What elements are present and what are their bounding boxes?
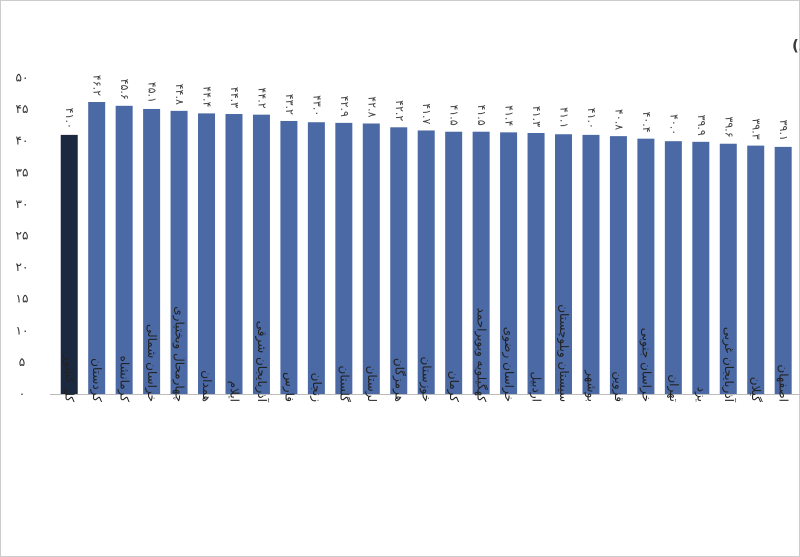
x-tick-label: گیلان — [749, 377, 763, 403]
y-tick-label: ۵ — [19, 355, 25, 369]
x-tick-label: کل کشور — [62, 354, 77, 402]
y-tick-label: ۳۵ — [16, 165, 29, 179]
bar — [362, 123, 380, 394]
value-label: ۳۹.۶ — [722, 116, 735, 137]
x-tick-label: یزد — [693, 387, 708, 402]
value-label: ۴۳.۰ — [310, 95, 323, 116]
value-label: ۴۱.۴ — [503, 105, 516, 126]
value-label: ۴۲.۸ — [365, 96, 378, 117]
chart-title: خ تورم دوازده ماهه خانوارهای کل کشور به … — [792, 37, 800, 55]
bar — [527, 132, 545, 394]
x-tick-label: ایلام — [227, 381, 241, 402]
value-label: ۴۲.۲ — [393, 100, 406, 121]
bar — [60, 134, 78, 394]
bar — [115, 105, 133, 395]
value-label: ۴۴.۸ — [173, 84, 186, 105]
x-tick-label: خوزستان — [419, 356, 434, 402]
x-tick-label: قزوین — [611, 371, 626, 402]
value-label: ۴۱.۳ — [530, 106, 543, 127]
bar — [170, 110, 188, 394]
x-tick-label: خراسان جنوبی — [638, 328, 653, 402]
value-label: ۴۱.۰ — [585, 108, 598, 129]
y-tick-label: ۱۵ — [16, 292, 29, 306]
value-label: ۴۱.۷ — [420, 103, 433, 124]
value-label: ۴۱.۵ — [448, 104, 461, 125]
value-label: ۴۰.۰ — [667, 114, 680, 135]
value-label: ۳۹.۱ — [777, 120, 790, 141]
x-tick-label: آذربایجان شرقی — [254, 321, 270, 403]
x-tick-label: اردبیل — [529, 371, 544, 402]
value-label: ۴۴.۴ — [201, 86, 214, 107]
x-tick-label: هرمزگان — [391, 358, 406, 402]
x-tick-label: بوشهر — [583, 369, 598, 402]
bar — [335, 122, 353, 394]
value-label: ۴۴.۲ — [255, 87, 268, 108]
y-tick-label: ۲۵ — [16, 229, 29, 243]
x-tick-label: کردستان — [89, 358, 104, 402]
y-tick-label: ۳۰ — [16, 197, 29, 211]
bar — [472, 131, 490, 394]
value-label: ۳۹.۳ — [750, 118, 763, 139]
bar — [417, 130, 435, 394]
bar — [445, 131, 463, 394]
x-tick-label: چهارمحال وبختیاری — [172, 306, 187, 402]
value-label: ۳۹.۹ — [695, 115, 708, 136]
x-tick-label: همدان — [200, 370, 214, 402]
x-tick-label: فارس — [281, 372, 296, 402]
value-label: ۴۳.۲ — [283, 94, 296, 115]
bar — [88, 102, 106, 395]
x-tick-label: تهران — [666, 374, 681, 402]
value-label: ۴۵.۱ — [146, 82, 159, 103]
bar — [664, 141, 682, 394]
value-label: ۴۱.۱ — [558, 107, 571, 128]
bar — [609, 136, 627, 395]
value-label: ۴۶.۲ — [91, 75, 104, 96]
bar — [719, 143, 737, 394]
bar — [774, 146, 792, 394]
bar — [555, 134, 573, 395]
x-tick-label: کرمان — [446, 371, 461, 403]
y-tick-label: ۲۰ — [16, 260, 29, 274]
value-label: ۴۰.۸ — [612, 109, 625, 130]
bar — [143, 108, 161, 394]
y-tick-label: ۴۰ — [16, 134, 29, 148]
x-tick-label: کرمانشاه — [117, 356, 132, 403]
y-tick-label: ۴۵ — [16, 102, 29, 116]
bar — [390, 127, 408, 395]
value-label: ۴۲.۹ — [338, 96, 351, 117]
x-tick-label: اصفهان — [777, 364, 791, 402]
x-tick-label: خراسان شمالی — [144, 324, 159, 402]
value-label: ۴۱.۵ — [475, 104, 488, 125]
value-label: ۴۱.۰ — [63, 108, 76, 129]
y-tick-label: ۵۰ — [16, 71, 29, 85]
x-tick-label: کهگیلویه وبویراحمد — [474, 307, 489, 402]
bar — [500, 132, 518, 395]
x-tick-label: آذربایجان غربی — [721, 327, 737, 403]
y-tick-label: ۱۰ — [16, 323, 29, 337]
x-tick-label: زنجان — [309, 373, 324, 403]
bar — [582, 134, 600, 394]
x-tick-label: لرستان — [364, 366, 379, 402]
bar — [637, 138, 655, 394]
value-label: ۴۴.۳ — [228, 87, 241, 108]
x-tick-label: خراسان رضوی — [501, 327, 516, 402]
x-tick-label: سیستان وبلوچستان — [556, 304, 571, 402]
bar — [307, 122, 325, 395]
bar — [280, 120, 298, 394]
bar — [747, 145, 765, 394]
x-tick-label: گلستان — [337, 366, 351, 403]
value-label: ۴۵.۶ — [118, 79, 131, 100]
value-label: ۴۰.۴ — [640, 111, 653, 132]
bar — [225, 114, 243, 395]
bar — [692, 141, 710, 394]
bar — [198, 113, 216, 394]
y-tick-label: ۰ — [19, 387, 25, 401]
bar — [252, 114, 270, 394]
